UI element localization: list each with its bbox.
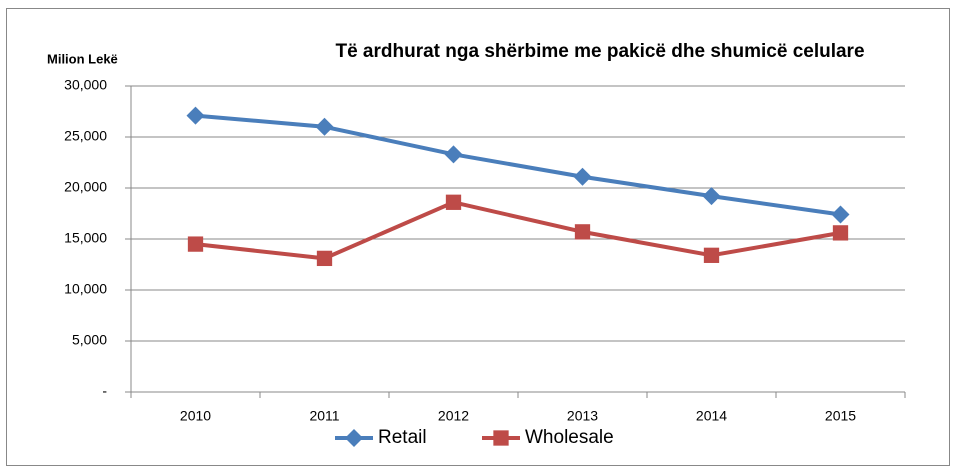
chart-title: Të ardhurat nga shërbime me pakicë dhe s…: [335, 41, 864, 62]
marker: [832, 225, 849, 241]
legend-label: Wholesale: [525, 427, 614, 448]
legend-label: Retail: [378, 427, 427, 448]
y-tick-label: 15,000: [64, 230, 107, 246]
y-tick-label: 5,000: [72, 332, 107, 348]
x-tick-label: 2013: [567, 408, 598, 424]
x-tick-label: 2014: [696, 408, 727, 424]
marker: [831, 205, 850, 224]
y-tick-label: 25,000: [64, 128, 107, 144]
marker: [573, 167, 592, 186]
marker: [316, 250, 333, 267]
marker: [186, 106, 205, 125]
marker: [445, 194, 462, 210]
x-tick-label: 2012: [438, 408, 469, 424]
marker: [703, 247, 720, 263]
marker: [187, 236, 204, 252]
y-axis-label: Milion Lekë: [47, 51, 118, 66]
x-tick-label: 2015: [825, 408, 856, 424]
x-tick-label: 2010: [180, 408, 211, 424]
chart-frame: [6, 8, 950, 466]
y-tick-label: 30,000: [64, 77, 107, 93]
marker: [315, 117, 334, 136]
y-tick-label: 20,000: [64, 179, 107, 195]
series-line: [195, 113, 841, 217]
marker: [702, 187, 721, 206]
marker: [444, 145, 463, 164]
y-tick-label: 10,000: [64, 281, 107, 297]
x-tick-label: 2011: [309, 408, 339, 424]
y-tick-label: -: [102, 383, 107, 399]
series-line: [195, 200, 841, 261]
marker: [574, 224, 591, 240]
legend-marker: [493, 430, 509, 446]
legend-marker: [345, 429, 363, 447]
